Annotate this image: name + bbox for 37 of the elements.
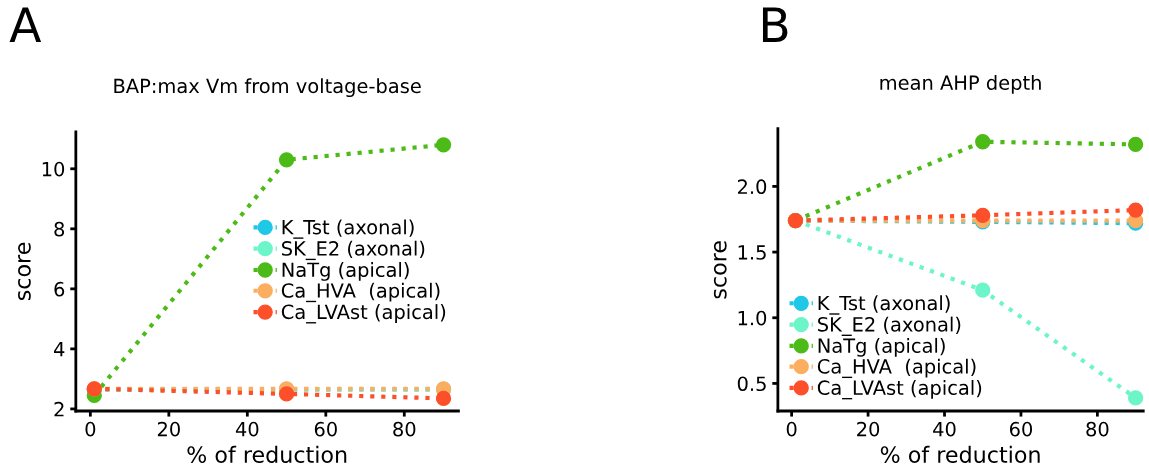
x-tick-label: 40: [933, 421, 956, 437]
x-tick-label: 0: [85, 421, 96, 437]
legend-label: NaTg (apical): [282, 262, 409, 281]
legend-label: SK_E2 (axonal): [818, 316, 961, 336]
x-axis-title: % of reduction: [187, 445, 347, 463]
y-tick-label: 8: [54, 221, 65, 237]
y-axis-title: score: [18, 242, 31, 301]
legend-label: K_Tst (axonal): [818, 295, 950, 315]
y-tick-label: 1.5: [738, 245, 766, 260]
y-tick-label: 0.5: [737, 376, 766, 392]
legend-label: SK_E2 (axonal): [282, 240, 425, 261]
chart-title: BAP:max Vm from voltage-base: [114, 78, 421, 98]
y-tick-label: 1.0: [738, 310, 767, 326]
legend-label: Ca_LVAst (apical): [817, 379, 982, 400]
text: A: [9, 7, 42, 42]
legend-label: K_Tst (axonal): [282, 219, 414, 239]
y-tick-label: 6: [54, 281, 65, 297]
x-tick-label: 80: [1086, 421, 1109, 437]
text: B: [762, 7, 788, 42]
y-tick-label: 4: [54, 342, 65, 357]
y-axis-title: score: [713, 241, 727, 299]
legend-label: NaTg (apical): [818, 337, 945, 357]
chart-title: mean AHP depth: [880, 74, 1041, 94]
y-tick-label: 2: [54, 401, 64, 417]
y-tick-label: 2.0: [737, 179, 767, 195]
x-tick-label: 0: [786, 421, 797, 437]
x-tick-label: 40: [235, 421, 259, 437]
legend-label: Ca_LVAst (apical): [281, 304, 446, 324]
x-tick-label: 60: [1009, 421, 1033, 437]
x-tick-label: 20: [157, 421, 180, 437]
legend-label: Ca_HVA (apical): [817, 358, 976, 379]
x-axis-title: % of reduction: [880, 445, 1040, 463]
x-tick-label: 80: [393, 421, 416, 437]
x-tick-label: 60: [314, 421, 337, 437]
y-tick-label: 10: [42, 161, 65, 177]
x-tick-label: 20: [857, 421, 880, 437]
legend-label: Ca_HVA (apical): [281, 282, 440, 303]
